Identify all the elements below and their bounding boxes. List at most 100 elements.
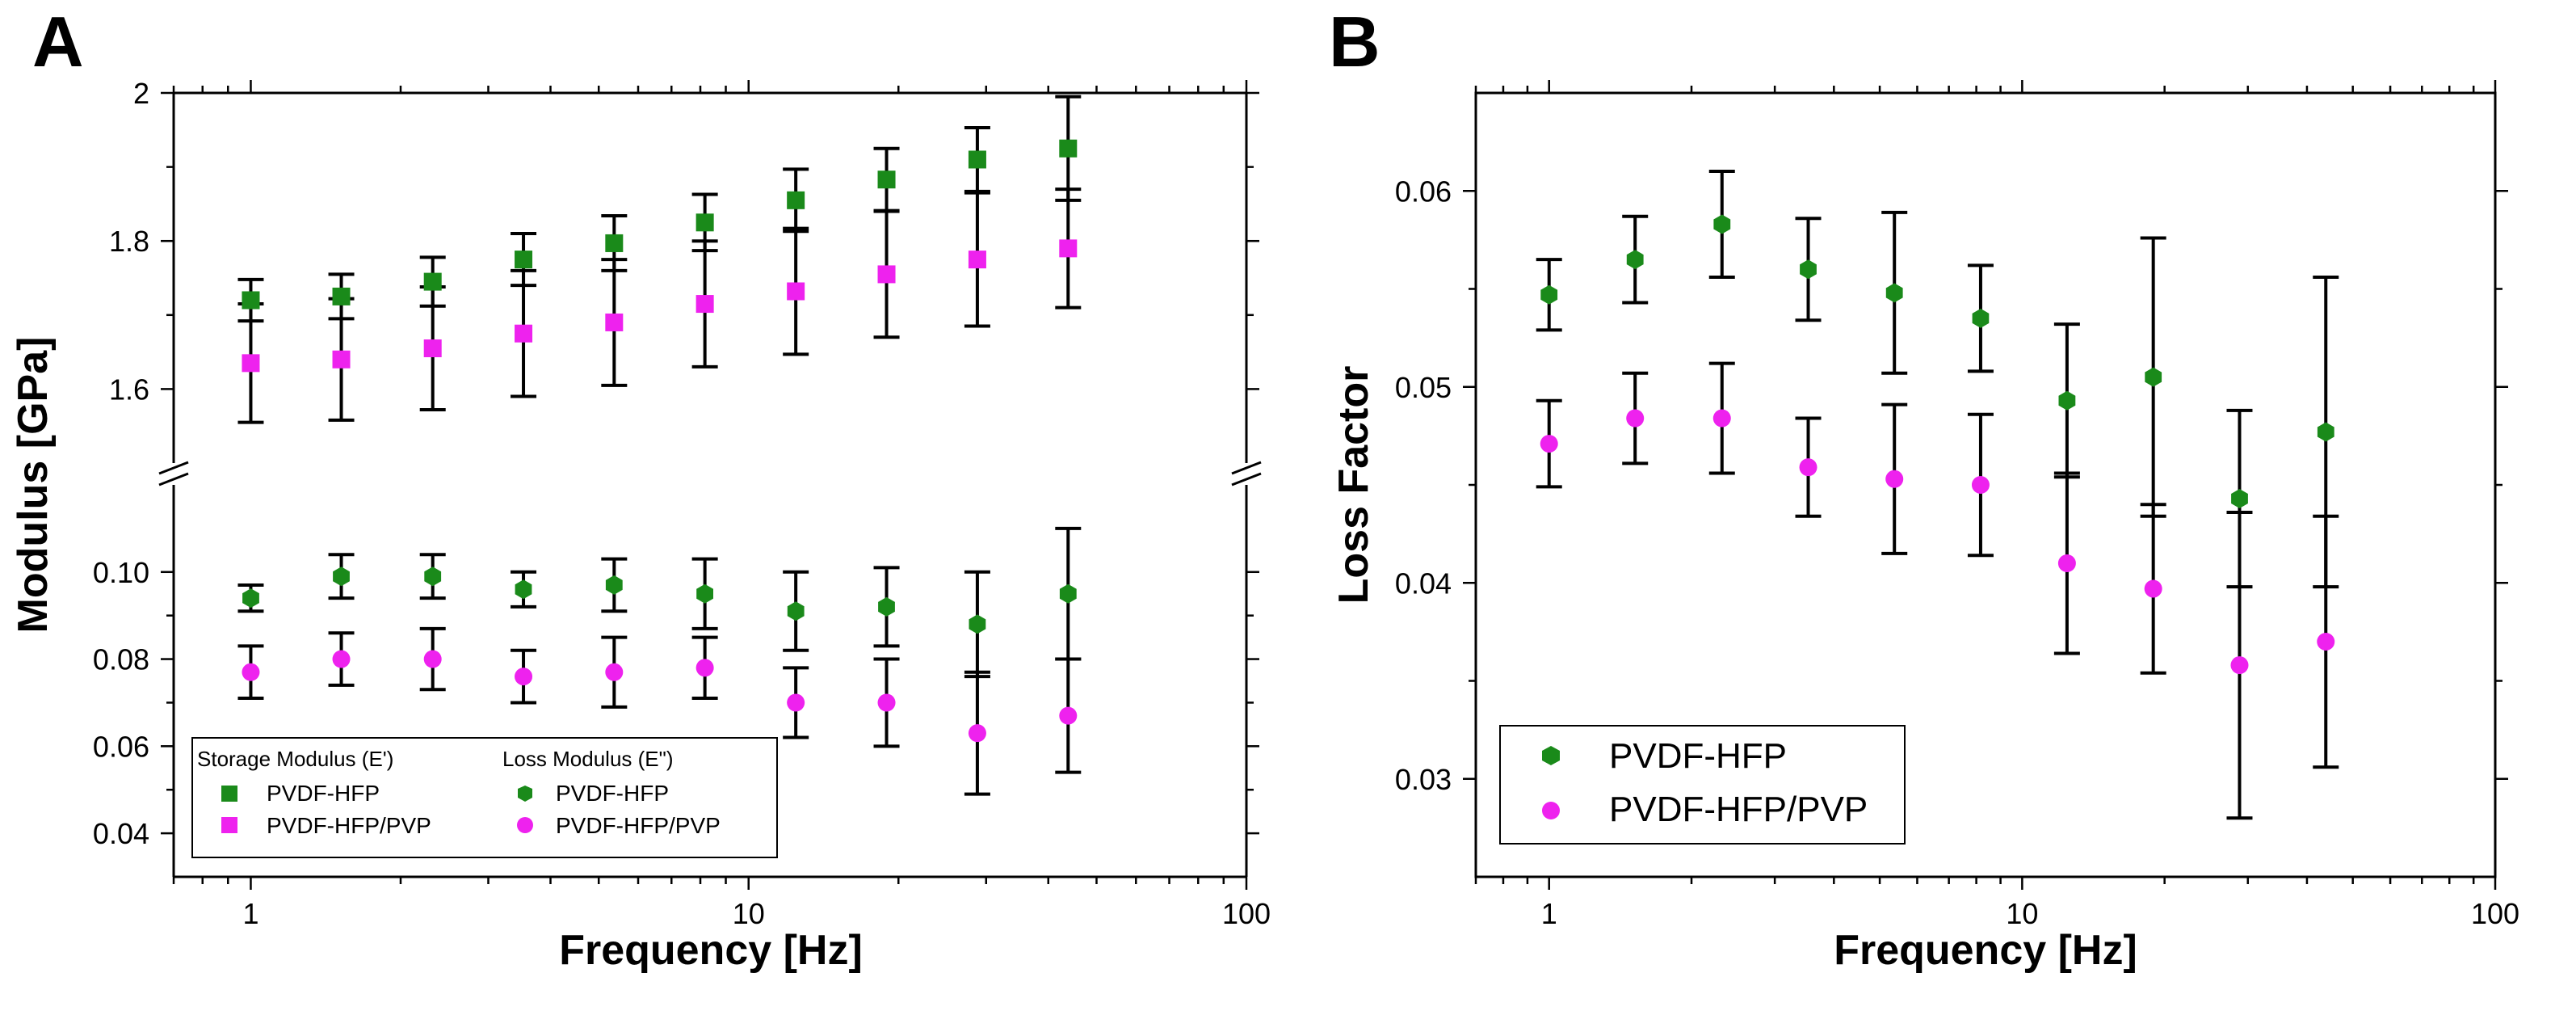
chart-b-point-s1-p1 xyxy=(1626,409,1645,428)
axis-break-right xyxy=(1231,461,1262,487)
chart-a-point-s1-p8 xyxy=(968,251,986,269)
chart-b-point-s0-p1 xyxy=(1626,250,1644,270)
chart-a-point-s2-p9 xyxy=(1059,583,1077,604)
chart-b-point-s1-p5 xyxy=(1971,476,1990,494)
chart-b-point-s1-p6 xyxy=(2057,554,2076,572)
chart-a-y-lower-tick-label-0-10: 0.10 xyxy=(93,556,149,589)
chart-a-point-s0-p7 xyxy=(877,171,896,189)
chart-b-point-s1-p8 xyxy=(2230,656,2249,675)
legend-a-marker-storage-pvdf xyxy=(221,786,237,802)
legend-b-entry-pvp: PVDF-HFP/PVP xyxy=(1609,790,1868,829)
chart-a-point-s3-p7 xyxy=(877,693,896,712)
chart-a-legend: Storage Modulus (E') Loss Modulus (E") P… xyxy=(191,737,778,858)
legend-a-frame xyxy=(191,737,778,858)
chart-b-point-s0-p2 xyxy=(1713,214,1731,234)
chart-a-point-s3-p1 xyxy=(332,650,351,668)
chart-a-point-s1-p9 xyxy=(1059,239,1078,258)
chart-a-xlabel: Frequency [Hz] xyxy=(559,927,863,974)
chart-a-y-upper-tick-label-1-8: 1.8 xyxy=(109,225,149,258)
chart-b-point-s1-p4 xyxy=(1885,470,1904,488)
chart-a-point-s0-p3 xyxy=(515,251,533,269)
legend-a-entry-storage-pvp: PVDF-HFP/PVP xyxy=(267,813,431,838)
chart-b-xlabel: Frequency [Hz] xyxy=(1834,927,2137,974)
chart-a-y-lower-tick-label-0-04: 0.04 xyxy=(93,817,149,850)
chart-a-point-s0-p1 xyxy=(332,287,351,305)
chart-a-y-lower-tick-label-0-08: 0.08 xyxy=(93,643,149,676)
chart-a-y-upper-tick-label-1-6: 1.6 xyxy=(109,373,149,406)
chart-a-point-s0-p2 xyxy=(423,272,442,291)
chart-a-point-s0-p0 xyxy=(242,291,260,310)
legend-b-frame xyxy=(1499,725,1906,845)
chart-b-y-tick-label-0-03: 0.03 xyxy=(1395,763,1452,796)
chart-b-x-tick-label-1: 1 xyxy=(1541,897,1557,930)
chart-a-point-s0-p4 xyxy=(605,234,624,252)
chart-b-point-s1-p2 xyxy=(1712,409,1731,428)
chart-a-point-s3-p6 xyxy=(787,693,805,712)
chart-b-ylabel: Loss Factor xyxy=(1330,366,1377,604)
legend-a-entry-loss-pvdf: PVDF-HFP xyxy=(556,781,669,806)
chart-a-ylabel: Modulus [GPa] xyxy=(10,337,57,634)
chart-b-x-tick-label-10: 10 xyxy=(2006,897,2038,930)
axis-break-left xyxy=(158,461,189,487)
legend-a-header-loss: Loss Modulus (E") xyxy=(502,747,674,771)
chart-a-point-s1-p5 xyxy=(695,295,714,314)
chart-a-point-s0-p6 xyxy=(787,191,805,209)
chart-b-point-s0-p7 xyxy=(2145,367,2162,387)
chart-b-y-tick-label-0-04: 0.04 xyxy=(1395,567,1452,600)
chart-a-point-s1-p7 xyxy=(877,265,896,284)
chart-a-point-s2-p4 xyxy=(605,575,623,595)
chart-a-point-s3-p2 xyxy=(423,650,442,668)
chart-a-point-s2-p6 xyxy=(787,601,805,621)
chart-a-point-s2-p2 xyxy=(424,567,442,587)
legend-a-entry-storage-pvdf: PVDF-HFP xyxy=(267,781,380,806)
chart-a-point-s3-p0 xyxy=(242,663,260,681)
legend-a-entry-loss-pvp: PVDF-HFP/PVP xyxy=(556,813,721,838)
chart-a-point-s0-p5 xyxy=(695,213,714,232)
chart-b-legend: PVDF-HFP PVDF-HFP/PVP xyxy=(1499,725,1906,845)
panel-label-b: B xyxy=(1329,2,1380,82)
chart-b-y-tick-label-0-06: 0.06 xyxy=(1395,175,1452,208)
chart-b-point-s0-p8 xyxy=(2231,489,2248,508)
legend-a-marker-storage-pvp xyxy=(221,817,237,833)
chart-b-point-s1-p7 xyxy=(2144,579,2162,598)
chart-a-point-s2-p8 xyxy=(969,614,986,634)
chart-b-x-tick-label-100: 100 xyxy=(2471,897,2519,930)
chart-a-point-s2-p0 xyxy=(242,588,259,609)
chart-a-y-upper-tick-label-2: 2 xyxy=(133,77,149,110)
legend-a-marker-loss-pvp xyxy=(517,817,533,833)
chart-b-point-s0-p6 xyxy=(2058,390,2076,411)
chart-a-point-s3-p9 xyxy=(1059,706,1078,725)
chart-a-point-s2-p3 xyxy=(515,579,532,600)
legend-b-marker-pvdf xyxy=(1542,746,1560,765)
chart-b-point-s0-p5 xyxy=(1972,308,1990,328)
chart-a-point-s1-p0 xyxy=(242,354,260,373)
chart-b-point-s1-p0 xyxy=(1540,435,1558,453)
chart-a-point-s1-p4 xyxy=(605,313,624,331)
chart-a-point-s1-p2 xyxy=(423,339,442,358)
chart-b-point-s0-p9 xyxy=(2317,422,2334,442)
chart-a-point-s2-p5 xyxy=(696,583,713,604)
chart-a-point-s1-p1 xyxy=(332,350,351,369)
chart-a-point-s1-p6 xyxy=(787,282,805,301)
panel-label-a: A xyxy=(32,2,84,82)
chart-a-point-s3-p8 xyxy=(968,724,986,743)
chart-b-point-s1-p3 xyxy=(1799,458,1817,477)
chart-a-x-tick-label-1: 1 xyxy=(242,897,258,930)
chart-a-point-s0-p9 xyxy=(1059,139,1078,158)
chart-a-x-tick-label-10: 10 xyxy=(733,897,765,930)
chart-a: 1 10 100 1.6 1.8 2 0.04 0.06 0.08 0.10 Frequency… xyxy=(10,77,1271,974)
legend-b-marker-pvp xyxy=(1542,802,1560,819)
chart-a-x-tick-label-100: 100 xyxy=(1222,897,1271,930)
chart-b-y-tick-label-0-05: 0.05 xyxy=(1395,371,1452,404)
chart-a-point-s3-p4 xyxy=(605,663,624,681)
chart-a-point-s2-p1 xyxy=(333,567,350,587)
legend-a-header-storage: Storage Modulus (E') xyxy=(197,747,393,771)
chart-b-point-s0-p0 xyxy=(1540,284,1558,305)
chart-b-point-s0-p4 xyxy=(1885,283,1903,303)
legend-a-marker-loss-pvdf xyxy=(518,786,532,802)
legend-b-entry-pvdf: PVDF-HFP xyxy=(1609,736,1787,776)
chart-a-point-s3-p5 xyxy=(695,659,714,677)
chart-a-y-lower-tick-label-0-06: 0.06 xyxy=(93,730,149,763)
chart-a-point-s2-p7 xyxy=(878,596,895,617)
